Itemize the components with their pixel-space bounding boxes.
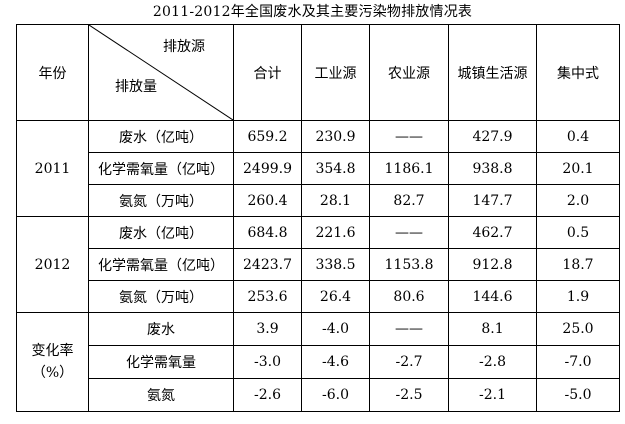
cell-value: 80.6 xyxy=(369,280,449,313)
group-label-2012: 2012 xyxy=(16,216,89,313)
group-label-change-rate: 变化率 （%） xyxy=(16,312,89,412)
cell-value: 659.2 xyxy=(233,120,302,153)
cell-value: -5.0 xyxy=(536,378,620,412)
cell-value: 427.9 xyxy=(448,120,537,153)
emissions-table: 年份 排放源 排放量 合计 工业源 农业源 城镇生活源 集中式 2011 废水（… xyxy=(16,24,620,412)
cell-value: 2.0 xyxy=(536,184,620,217)
cell-value: 253.6 xyxy=(233,280,302,313)
table-row: 化学需氧量（亿吨） 2423.7 338.5 1153.8 912.8 18.7 xyxy=(17,248,620,281)
cell-value: 144.6 xyxy=(448,280,537,313)
table-row: 化学需氧量 -3.0 -4.6 -2.7 -2.8 -7.0 xyxy=(17,345,620,379)
cell-value: -2.6 xyxy=(233,378,302,412)
cell-value: 260.4 xyxy=(233,184,302,217)
table-row: 变化率 （%） 废水 3.9 -4.0 —— 8.1 25.0 xyxy=(16,312,620,412)
cell-value: 2499.9 xyxy=(233,152,302,185)
change-rate-label: 变化率 xyxy=(31,343,74,359)
column-header-industrial: 工业源 xyxy=(301,24,370,121)
table-row: 2011 废水（亿吨） 659.2 230.9 —— 427.9 0.4 xyxy=(16,120,620,217)
column-header-agricultural: 农业源 xyxy=(369,24,449,121)
diagonal-bottom-label: 排放量 xyxy=(115,79,157,95)
cell-value: 26.4 xyxy=(301,280,370,313)
cell-value: 2423.7 xyxy=(233,248,302,281)
change-rate-unit: （%） xyxy=(31,365,74,381)
cell-value: 1186.1 xyxy=(369,152,449,185)
cell-value: 3.9 xyxy=(233,312,302,346)
row-item-label: 化学需氧量（亿吨） xyxy=(88,248,234,281)
cell-value: 1153.8 xyxy=(369,248,449,281)
cell-value: 82.7 xyxy=(369,184,449,217)
diagonal-top-label: 排放源 xyxy=(163,39,205,55)
cell-value: 8.1 xyxy=(448,312,537,346)
header-row: 年份 排放源 排放量 合计 工业源 农业源 城镇生活源 集中式 xyxy=(16,24,620,121)
cell-value: —— xyxy=(369,216,449,249)
row-item-label: 化学需氧量（亿吨） xyxy=(88,152,234,185)
diagonal-line xyxy=(89,25,233,120)
table-title: 2011-2012年全国废水及其主要污染物排放情况表 xyxy=(152,4,473,20)
table-row: 氨氮（万吨） 260.4 28.1 82.7 147.7 2.0 xyxy=(17,184,620,217)
cell-value: 18.7 xyxy=(536,248,620,281)
column-header-centralized: 集中式 xyxy=(536,24,620,121)
row-item-label: 废水（亿吨） xyxy=(88,120,234,153)
cell-value: 20.1 xyxy=(536,152,620,185)
cell-value: —— xyxy=(369,312,449,346)
cell-value: —— xyxy=(369,120,449,153)
cell-value: -3.0 xyxy=(233,345,302,379)
cell-value: -2.1 xyxy=(448,378,537,412)
row-item-label: 废水 xyxy=(88,312,234,346)
cell-value: 938.8 xyxy=(448,152,537,185)
cell-value: 354.8 xyxy=(301,152,370,185)
diagonal-header-cell: 排放源 排放量 xyxy=(88,24,234,121)
cell-value: 0.4 xyxy=(536,120,620,153)
row-item-label: 氨氮（万吨） xyxy=(88,280,234,313)
table-row: 氨氮 -2.6 -6.0 -2.5 -2.1 -5.0 xyxy=(17,378,620,412)
cell-value: 0.5 xyxy=(536,216,620,249)
group-label-2011: 2011 xyxy=(16,120,89,217)
table-row: 氨氮（万吨） 253.6 26.4 80.6 144.6 1.9 xyxy=(17,280,620,313)
cell-value: 147.7 xyxy=(448,184,537,217)
cell-value: 684.8 xyxy=(233,216,302,249)
cell-value: 230.9 xyxy=(301,120,370,153)
year-header: 年份 xyxy=(16,24,89,121)
table-row: 2012 废水（亿吨） 684.8 221.6 —— 462.7 0.5 xyxy=(16,216,620,313)
cell-value: -7.0 xyxy=(536,345,620,379)
row-item-label: 氨氮 xyxy=(88,378,234,412)
cell-value: 912.8 xyxy=(448,248,537,281)
cell-value: 1.9 xyxy=(536,280,620,313)
column-header-total: 合计 xyxy=(233,24,302,121)
table-row: 化学需氧量（亿吨） 2499.9 354.8 1186.1 938.8 20.1 xyxy=(17,152,620,185)
cell-value: 338.5 xyxy=(301,248,370,281)
cell-value: -2.5 xyxy=(369,378,449,412)
cell-value: -4.6 xyxy=(301,345,370,379)
cell-value: 221.6 xyxy=(301,216,370,249)
row-item-label: 废水（亿吨） xyxy=(88,216,234,249)
row-item-label: 氨氮（万吨） xyxy=(88,184,234,217)
cell-value: 28.1 xyxy=(301,184,370,217)
row-item-label: 化学需氧量 xyxy=(88,345,234,379)
cell-value: 462.7 xyxy=(448,216,537,249)
cell-value: -4.0 xyxy=(301,312,370,346)
cell-value: 25.0 xyxy=(536,312,620,346)
column-header-urban-domestic: 城镇生活源 xyxy=(448,24,537,121)
cell-value: -6.0 xyxy=(301,378,370,412)
cell-value: -2.8 xyxy=(448,345,537,379)
cell-value: -2.7 xyxy=(369,345,449,379)
